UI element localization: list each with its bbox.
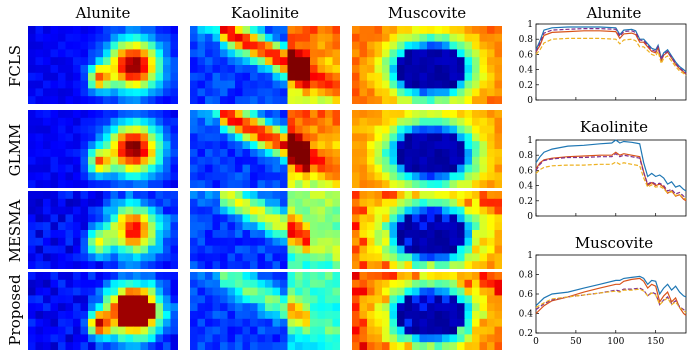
line-plot-1: 0 0.2 0.4 0.6 0.8 1 — [519, 136, 687, 222]
series-line-3 — [535, 37, 687, 77]
y-tick-label: 0.4 — [519, 310, 534, 320]
series-line-3 — [535, 161, 687, 200]
abundance-map-muscovite-proposed — [352, 272, 502, 350]
x-tick-label: 0 — [533, 337, 539, 347]
series-line-0 — [535, 139, 687, 192]
x-tick-label: 100 — [607, 337, 624, 347]
line-plot-0: 0 0.2 0.4 0.6 0.8 1 — [519, 20, 687, 106]
y-tick-label: 0.8 — [519, 35, 534, 45]
y-tick-label: 1 — [527, 20, 533, 30]
y-tick-label: 0.2 — [519, 329, 533, 339]
series-line-2 — [535, 28, 687, 74]
abundance-map-kaolinite-fcls — [190, 26, 340, 104]
abundance-map-alunite-glmm — [28, 110, 178, 188]
plot-title-alunite: Alunite — [586, 4, 642, 22]
series-line-1 — [535, 277, 687, 316]
y-tick-label: 0.2 — [519, 81, 533, 91]
y-tick-label: 1 — [527, 136, 533, 146]
column-title-alunite: Alunite — [75, 4, 131, 22]
abundance-map-kaolinite-proposed — [190, 272, 340, 350]
y-tick-label: 0 — [527, 96, 533, 106]
x-tick-label: 50 — [570, 337, 582, 347]
column-title-kaolinite: Kaolinite — [230, 4, 300, 22]
abundance-map-alunite-proposed — [28, 272, 178, 350]
plot-frame — [535, 254, 687, 334]
abundance-map-muscovite-fcls — [352, 26, 502, 104]
y-tick-label: 0.6 — [519, 50, 534, 60]
abundance-map-kaolinite-mesma — [190, 191, 340, 269]
series-line-0 — [535, 26, 687, 73]
series-line-2 — [535, 152, 687, 199]
series-line-1 — [535, 151, 687, 202]
y-tick-label: 0.6 — [519, 290, 534, 300]
y-tick-label: 0.4 — [519, 182, 534, 192]
abundance-map-alunite-fcls — [28, 26, 178, 104]
plot-title-muscovite: Muscovite — [574, 234, 654, 252]
column-title-muscovite: Muscovite — [387, 4, 467, 22]
abundance-map-muscovite-glmm — [352, 110, 502, 188]
x-tick-label: 150 — [647, 337, 664, 347]
series-line-3 — [535, 288, 687, 313]
abundance-map-alunite-mesma — [28, 191, 178, 269]
y-tick-label: 0.6 — [519, 166, 534, 176]
plot-frame — [535, 139, 687, 217]
series-line-0 — [535, 275, 687, 307]
y-tick-label: 0.8 — [519, 151, 534, 161]
line-plot-2: 0.2 0.4 0.6 0.8 1 0 50 100 150 — [519, 251, 687, 347]
plot-title-kaolinite: Kaolinite — [579, 118, 649, 136]
y-tick-label: 0 — [527, 212, 533, 222]
y-tick-label: 0.2 — [519, 197, 533, 207]
y-tick-label: 0.8 — [519, 271, 534, 281]
abundance-map-kaolinite-glmm — [190, 110, 340, 188]
abundance-map-muscovite-mesma — [352, 191, 502, 269]
y-tick-label: 0.4 — [519, 66, 534, 76]
plot-frame — [535, 23, 687, 101]
y-tick-label: 1 — [527, 251, 533, 261]
